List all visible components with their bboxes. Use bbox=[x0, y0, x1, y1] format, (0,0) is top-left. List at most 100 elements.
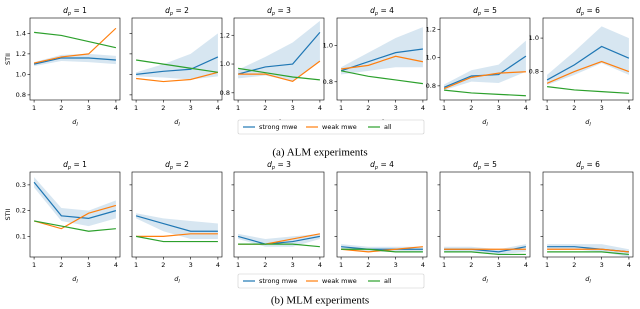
symbol: d bbox=[72, 118, 77, 126]
panel-title: dp = 4 bbox=[370, 160, 394, 171]
y-axis-label: STII bbox=[4, 208, 12, 220]
x-tick-label: 4 bbox=[318, 104, 322, 112]
panel-title: dp = 6 bbox=[576, 6, 600, 17]
series-line bbox=[444, 89, 526, 97]
y-tick-label: 1.2 bbox=[16, 50, 26, 58]
symbol: d bbox=[473, 160, 478, 169]
series-line bbox=[340, 48, 423, 72]
x-tick-label: 2 bbox=[59, 261, 63, 269]
y-tick-label: 0.8 bbox=[323, 78, 333, 86]
symbol: d bbox=[576, 160, 581, 169]
x-tick-label: 4 bbox=[627, 261, 631, 269]
x-tick-label: 3 bbox=[394, 104, 398, 112]
series-line bbox=[135, 235, 218, 243]
series-line bbox=[547, 248, 629, 253]
series-line bbox=[136, 59, 218, 73]
subscript: l bbox=[178, 122, 180, 128]
y-tick-label: 1.0 bbox=[529, 34, 539, 42]
title-text: = 1 bbox=[71, 6, 87, 15]
symbol: d bbox=[267, 160, 272, 169]
x-tick-label: 1 bbox=[32, 104, 36, 112]
confidence-band bbox=[136, 33, 218, 80]
x-tick-label: 1 bbox=[545, 104, 549, 112]
legend-box bbox=[237, 273, 425, 289]
plot-frame bbox=[542, 17, 634, 101]
symbol: d bbox=[165, 6, 170, 15]
x-tick-label: 2 bbox=[469, 261, 473, 269]
plot-frame bbox=[29, 17, 121, 101]
subscript: p bbox=[169, 11, 173, 17]
x-tick-label: 1 bbox=[236, 104, 240, 112]
y-tick-label: 1.0 bbox=[16, 70, 26, 78]
subscript: l bbox=[486, 122, 488, 128]
x-tick-label: 4 bbox=[318, 261, 322, 269]
x-tick-label: 4 bbox=[216, 261, 220, 269]
x-tick-label: 1 bbox=[236, 261, 240, 269]
subscript: l bbox=[76, 279, 78, 285]
x-tick-label: 1 bbox=[442, 261, 446, 269]
y-tick-label: 0.2 bbox=[16, 207, 26, 215]
x-tick-label: 4 bbox=[216, 104, 220, 112]
series-line bbox=[33, 57, 116, 65]
subscript: l bbox=[178, 279, 180, 285]
x-tick-label: 3 bbox=[394, 261, 398, 269]
title-text: = 3 bbox=[275, 6, 291, 15]
panel-title: dp = 1 bbox=[63, 160, 87, 171]
panel-title: dp = 5 bbox=[473, 160, 497, 171]
x-tick-label: 4 bbox=[524, 104, 528, 112]
legend-label: strong mwe bbox=[259, 123, 297, 131]
series-line bbox=[547, 251, 629, 256]
x-tick-label: 4 bbox=[114, 104, 118, 112]
x-tick-label: 2 bbox=[469, 104, 473, 112]
series-line bbox=[136, 71, 219, 83]
plot-frame bbox=[336, 17, 428, 101]
symbol: d bbox=[63, 6, 68, 15]
plot-frame bbox=[233, 17, 325, 101]
series-line bbox=[237, 235, 321, 245]
x-tick-label: 4 bbox=[114, 261, 118, 269]
x-tick-label: 3 bbox=[291, 104, 295, 112]
confidence-band bbox=[238, 20, 320, 82]
subscript: p bbox=[67, 165, 71, 171]
plot-frame bbox=[131, 171, 223, 258]
title-text: = 1 bbox=[71, 160, 87, 169]
series-line bbox=[135, 215, 218, 232]
y-tick-label: 0.3 bbox=[16, 181, 26, 189]
legend-label: all bbox=[384, 123, 392, 131]
symbol: d bbox=[473, 6, 478, 15]
y-tick-label: 1.0 bbox=[323, 41, 333, 49]
confidence-band bbox=[547, 244, 629, 257]
subscript: l bbox=[589, 279, 591, 285]
x-tick-label: 3 bbox=[189, 261, 193, 269]
plot-frame bbox=[439, 17, 531, 101]
symbol: d bbox=[370, 160, 375, 169]
series-line bbox=[238, 243, 320, 248]
symbol: d bbox=[482, 275, 487, 283]
subscript: l bbox=[589, 122, 591, 128]
panel-title: dp = 5 bbox=[473, 6, 497, 17]
panel-title: dp = 3 bbox=[267, 6, 291, 17]
x-tick-label: 1 bbox=[134, 104, 138, 112]
subscript: p bbox=[580, 165, 584, 171]
panel-title: dp = 4 bbox=[370, 6, 394, 17]
y-tick-label: 1.2 bbox=[426, 25, 436, 33]
y-axis-label: STII bbox=[4, 53, 12, 65]
confidence-band bbox=[34, 177, 116, 227]
confidence-band bbox=[444, 40, 526, 91]
x-tick-label: 2 bbox=[572, 261, 576, 269]
series-line bbox=[33, 204, 117, 230]
plot-frame bbox=[439, 171, 531, 258]
x-tick-label: 1 bbox=[442, 104, 446, 112]
symbol: d bbox=[267, 6, 272, 15]
plot-frame bbox=[542, 171, 634, 258]
subscript: p bbox=[271, 11, 275, 17]
x-tick-label: 4 bbox=[524, 261, 528, 269]
panel-title: dp = 1 bbox=[63, 6, 87, 17]
plot-frame bbox=[233, 171, 325, 258]
x-tick-label: 2 bbox=[161, 104, 165, 112]
series-line bbox=[238, 60, 321, 82]
y-tick-label: 1.0 bbox=[220, 60, 230, 68]
legend-label: all bbox=[384, 277, 392, 285]
series-line bbox=[546, 45, 630, 81]
